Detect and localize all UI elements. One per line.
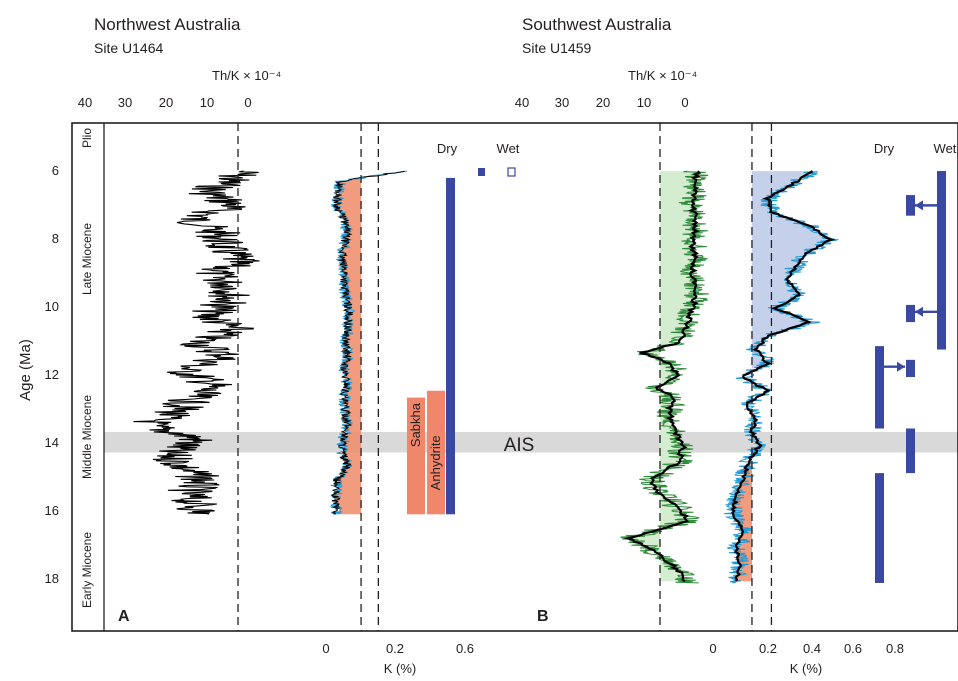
panel-a-bottom-ticks: 0 0.2 0.6 K (%) [322, 641, 474, 676]
dry-legend-swatch [478, 168, 485, 176]
panel-b-letter: B [537, 608, 549, 625]
wet-label-a: Wet [497, 141, 520, 156]
sabkha-interval-bar [407, 397, 425, 515]
top-tick-label: 20 [159, 95, 173, 110]
y-tick-label: 12 [45, 367, 59, 382]
anhydrite-label: Anhydrite [428, 435, 443, 490]
top-tick-label: 20 [596, 95, 610, 110]
wet-interval-bar [875, 473, 884, 583]
top-tick-label: 30 [118, 95, 132, 110]
y-tick-label: 10 [45, 299, 59, 314]
anhydrite-interval-bar [427, 390, 445, 515]
panel-b-title: Southwest Australia [522, 15, 672, 34]
panel-a-title: Northwest Australia [94, 15, 241, 34]
epoch-label-middle-miocene: Middle Miocene [80, 395, 94, 479]
bottom-tick-label: 0.2 [759, 641, 777, 656]
panel-a-k-line-raw [329, 170, 408, 515]
panel-b-k-line-raw [724, 171, 840, 584]
dry-interval-bar [906, 428, 915, 474]
epoch-label-early-miocene: Early Miocene [80, 532, 94, 608]
bottom-tick-label: 0.6 [844, 641, 862, 656]
bottom-tick-label: 0.2 [386, 641, 404, 656]
top-tick-label: 0 [244, 95, 251, 110]
y-tick-label: 18 [45, 571, 59, 586]
dry-label-b: Dry [874, 141, 895, 156]
top-tick-label: 10 [637, 95, 651, 110]
panel-b-thk-fill [627, 171, 700, 582]
sabkha-label: Sabkha [408, 402, 423, 447]
bottom-tick-label: 0.6 [456, 641, 474, 656]
dry-interval-bar [906, 304, 915, 323]
panel-b-top-axis-label: Th/K × 10⁻⁴ [628, 68, 697, 83]
panel-a-k-line [330, 170, 406, 515]
top-tick-label: 0 [681, 95, 688, 110]
dry-interval-bar [446, 177, 455, 515]
wet-interval-bar [875, 346, 884, 429]
bottom-tick-label: 0 [322, 641, 329, 656]
panel-a-top-axis-label: Th/K × 10⁻⁴ [212, 68, 281, 83]
top-tick-label: 40 [78, 95, 92, 110]
ais-label: AIS [504, 435, 535, 456]
panel-a-top-ticks: 40 30 20 10 0 [78, 95, 252, 110]
plot-layer: Sabkha Anhydrite [133, 123, 946, 631]
y-axis-ticks: 6 8 10 12 14 16 18 [45, 163, 59, 586]
bottom-tick-label: 0 [709, 641, 716, 656]
arrow-wet-to-dry-head [915, 200, 923, 211]
y-tick-label: 8 [52, 231, 59, 246]
wet-interval-bar [937, 171, 946, 350]
dry-interval-bar [906, 359, 915, 377]
panel-a-site: Site U1464 [94, 40, 163, 56]
top-tick-label: 30 [555, 95, 569, 110]
epoch-label-plio: Plio [80, 128, 94, 148]
epoch-label-late-miocene: Late Miocene [80, 223, 94, 295]
plot-frame [71, 122, 958, 632]
panel-b-thk-line [623, 170, 702, 583]
panel-a-bottom-axis-label: K (%) [384, 661, 417, 676]
panel-b-top-ticks: 40 30 20 10 0 [515, 95, 689, 110]
dry-interval-bar [906, 195, 915, 216]
panel-a-thk-fill [238, 171, 260, 515]
wet-label-b: Wet [934, 141, 957, 156]
panel-a-letter: A [118, 608, 130, 625]
y-tick-label: 14 [45, 435, 59, 450]
ais-band [104, 431, 958, 453]
top-tick-label: 10 [200, 95, 214, 110]
panel-b-bottom-ticks: 0 0.2 0.4 0.6 0.8 K (%) [709, 641, 904, 676]
arrow-wet-to-dry-head [897, 361, 905, 372]
bottom-tick-label: 0.4 [803, 641, 821, 656]
panel-b-site: Site U1459 [522, 40, 591, 56]
panel-b-bottom-axis-label: K (%) [790, 661, 823, 676]
arrow-wet-to-dry-head [915, 306, 923, 317]
wet-legend-swatch [507, 167, 516, 177]
top-tick-label: 40 [515, 95, 529, 110]
bottom-tick-label: 0.8 [886, 641, 904, 656]
y-tick-label: 6 [52, 163, 59, 178]
y-axis-title: Age (Ma) [17, 339, 34, 401]
y-tick-label: 16 [45, 503, 59, 518]
dry-label-a: Dry [437, 141, 458, 156]
panel-a-thk-line [133, 170, 260, 515]
panel-b-k-line [730, 170, 836, 582]
